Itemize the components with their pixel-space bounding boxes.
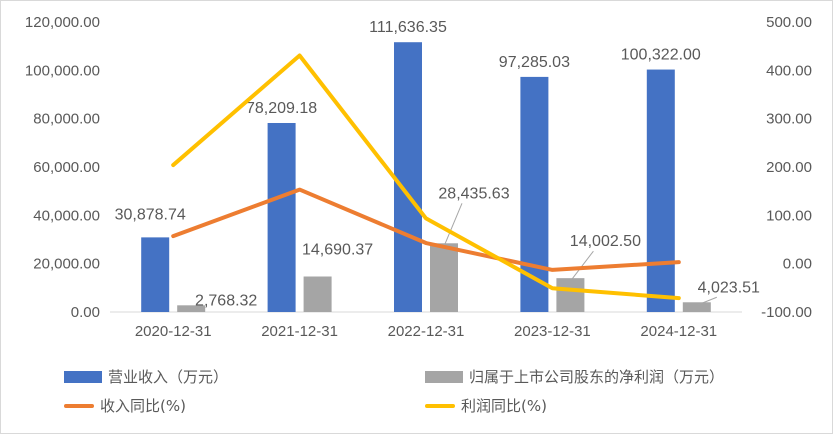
bar-net-profit — [430, 243, 458, 312]
left-axis-tick: 40,000.00 — [33, 207, 100, 224]
line-revenue-yoy — [171, 187, 681, 272]
data-label-net-profit: 28,435.63 — [438, 185, 509, 202]
legend-label: 利润同比(%) — [461, 397, 547, 415]
right-axis-tick: 100.00 — [766, 207, 812, 224]
bar-revenue — [394, 42, 422, 312]
x-axis-tick: 2022-12-31 — [388, 323, 465, 340]
data-label-net-profit: 4,023.51 — [698, 279, 760, 296]
legend-swatch — [425, 370, 463, 383]
legend-swatch — [64, 370, 102, 383]
data-label-net-profit: 14,002.50 — [570, 233, 641, 250]
x-axis-tick: 2021-12-31 — [261, 323, 338, 340]
x-axis-tick: 2024-12-31 — [640, 323, 717, 340]
legend-revenue-yoy: 收入同比(%) — [64, 395, 186, 416]
legend-swatch — [425, 403, 455, 408]
right-axis-tick: -100.00 — [761, 304, 812, 321]
line-profit-yoy — [171, 53, 681, 301]
bar-revenue — [646, 69, 675, 312]
data-label-revenue: 97,285.03 — [499, 54, 570, 71]
bar-net-profit — [556, 278, 585, 312]
data-label-net-profit: 2,768.32 — [195, 292, 257, 309]
legend-label: 营业收入（万元） — [108, 368, 229, 386]
data-label-revenue: 100,322.00 — [621, 47, 701, 64]
data-label-revenue: 78,209.18 — [246, 100, 317, 117]
leader-line — [696, 296, 717, 306]
bar-revenue — [267, 122, 296, 313]
right-axis-tick: 500.00 — [766, 14, 812, 31]
legend-profit: 归属于上市公司股东的净利润（万元） — [425, 366, 724, 387]
legend-profit-yoy: 利润同比(%) — [425, 395, 547, 416]
left-axis-tick: 20,000.00 — [33, 256, 100, 273]
bar-net-profit — [682, 302, 711, 312]
legend-revenue: 营业收入（万元） — [64, 366, 228, 387]
bar-net-profit — [177, 305, 206, 312]
leader-line — [443, 203, 463, 247]
right-axis-tick: 0.00 — [783, 256, 812, 273]
right-axis-tick: 200.00 — [766, 159, 812, 176]
right-axis-tick: 300.00 — [766, 111, 812, 128]
data-label-revenue: 111,636.35 — [369, 19, 447, 36]
left-axis-tick: 100,000.00 — [25, 62, 100, 79]
bar-net-profit — [303, 276, 332, 312]
left-axis-tick: 120,000.00 — [25, 14, 100, 31]
x-axis-tick: 2023-12-31 — [514, 323, 591, 340]
left-axis-tick: 0.00 — [71, 304, 100, 321]
legend-swatch — [64, 403, 94, 408]
x-axis-tick: 2020-12-31 — [135, 323, 212, 340]
left-axis-tick: 60,000.00 — [33, 159, 100, 176]
bar-revenue — [141, 237, 170, 312]
data-label-revenue: 30,878.74 — [115, 206, 186, 223]
right-axis-tick: 400.00 — [766, 62, 812, 79]
legend-label: 归属于上市公司股东的净利润（万元） — [469, 368, 725, 386]
data-label-net-profit: 14,690.37 — [302, 241, 373, 258]
left-axis-tick: 80,000.00 — [33, 111, 100, 128]
legend-label: 收入同比(%) — [100, 397, 186, 415]
